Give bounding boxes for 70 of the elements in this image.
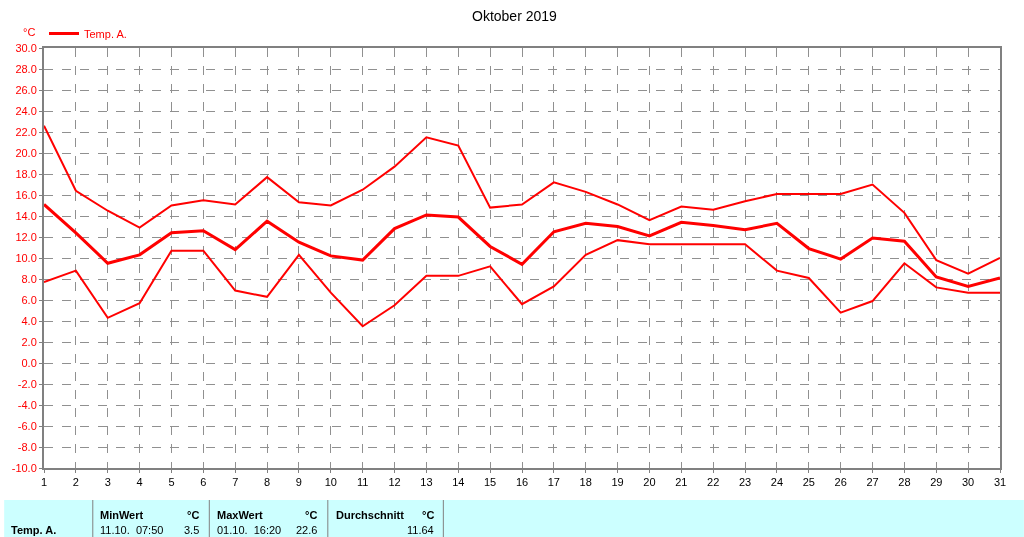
x-tick-label: 15 (484, 476, 497, 489)
y-tick-label: 20.0 (15, 146, 37, 159)
y-tick-label: 10.0 (15, 251, 37, 264)
x-tick-label: 3 (104, 476, 111, 489)
x-tick-label: 10 (324, 476, 337, 489)
x-tick-label: 18 (579, 476, 592, 489)
text: °C (187, 509, 200, 521)
x-tick-label: 23 (738, 476, 752, 489)
x-tick-label: 7 (232, 476, 239, 489)
x-tick-label: 16 (515, 476, 529, 489)
x-tick-label: 25 (802, 476, 815, 489)
x-tick-label: 1 (40, 476, 48, 489)
x-tick-label: 9 (295, 476, 302, 489)
text: Temp. A. (11, 524, 57, 536)
y-tick-label: -6.0 (17, 419, 37, 432)
y-tick-label: 28.0 (15, 62, 37, 75)
x-tick-label: 6 (200, 476, 207, 489)
y-tick-label: -10.0 (11, 461, 37, 474)
line-series (44, 124, 1000, 275)
x-tick-label: 12 (388, 476, 401, 489)
text: 01.10. 16:20 (217, 524, 282, 536)
legend-label: Temp. A. (84, 27, 127, 40)
x-tick-label: 29 (930, 476, 943, 489)
x-tick-label: 17 (547, 476, 560, 489)
x-tick-label: 24 (770, 476, 784, 489)
y-tick-label: -4.0 (17, 398, 37, 411)
x-tick-label: 27 (866, 476, 879, 489)
text: °C (422, 509, 435, 521)
y-axis-title: °C (23, 26, 36, 38)
y-tick-label: 16.0 (15, 188, 37, 201)
y-tick-label: 22.0 (15, 125, 37, 138)
x-tick-label: 28 (898, 476, 911, 489)
text: MinWert (100, 509, 144, 521)
x-tick-label: 31 (993, 476, 1007, 489)
text: Durchschnitt (336, 509, 405, 521)
y-tick-label: 18.0 (15, 167, 37, 180)
y-tick-label: 8.0 (21, 272, 37, 285)
y-tick-label: 0.0 (21, 356, 37, 369)
text: 11.64 (407, 524, 434, 536)
text: 11.10. 07:50 (100, 524, 164, 536)
y-tick-label: -2.0 (17, 377, 37, 390)
x-tick-label: 22 (707, 476, 720, 489)
y-tick-label: 12.0 (15, 230, 37, 243)
x-tick-label: 21 (675, 476, 688, 489)
x-tick-label: 19 (611, 476, 624, 489)
text: 22.6 (296, 524, 318, 536)
y-tick-label: 2.0 (21, 335, 37, 348)
y-tick-label: 26.0 (15, 83, 37, 96)
x-tick-label: 20 (643, 476, 656, 489)
x-tick-label: 30 (962, 476, 975, 489)
x-tick-label: 11 (356, 476, 369, 489)
line-series (44, 239, 1000, 328)
x-tick-label: 14 (452, 476, 465, 489)
y-tick-label: 24.0 (15, 104, 37, 117)
y-tick-label: -8.0 (17, 440, 37, 453)
text: °C (305, 509, 318, 521)
x-tick-label: 26 (834, 476, 847, 489)
text: MaxWert (217, 509, 263, 521)
line-series (44, 202, 1000, 288)
y-tick-label: 14.0 (15, 209, 37, 222)
x-tick-label: 5 (168, 476, 175, 489)
y-tick-label: 6.0 (21, 293, 37, 306)
y-tick-label: 30.0 (15, 41, 37, 54)
x-tick-label: 4 (136, 476, 143, 489)
x-tick-label: 13 (420, 476, 433, 489)
chart-title: Oktober 2019 (472, 8, 558, 24)
x-tick-label: 2 (72, 476, 79, 489)
x-tick-label: 8 (264, 476, 271, 489)
y-tick-label: 4.0 (21, 314, 37, 327)
text: 3.5 (184, 524, 200, 536)
